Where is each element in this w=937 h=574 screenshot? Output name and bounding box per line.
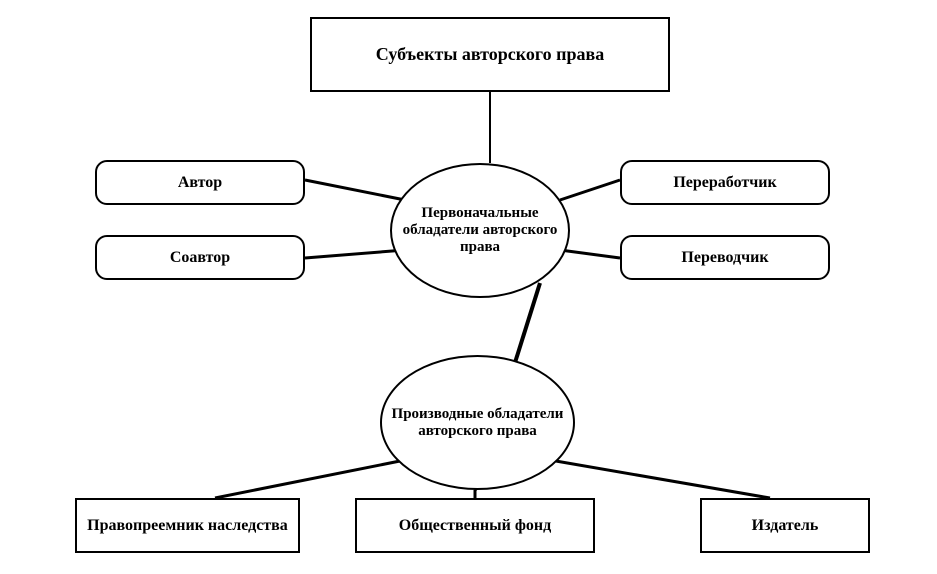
node-fund-label: Общественный фонд — [399, 517, 551, 535]
node-author-label: Автор — [178, 174, 222, 192]
node-fund: Общественный фонд — [355, 498, 595, 553]
node-author: Автор — [95, 160, 305, 205]
edge-circle1-translator — [560, 250, 620, 258]
node-processor-label: Переработчик — [673, 174, 776, 192]
node-processor: Переработчик — [620, 160, 830, 205]
node-top-label: Субъекты авторского права — [376, 44, 604, 65]
node-publisher-label: Издатель — [752, 517, 819, 535]
node-circle1: Первоначальные обладатели авторского пра… — [390, 163, 570, 298]
node-circle1-label: Первоначальные обладатели авторского пра… — [400, 205, 560, 256]
node-publisher: Издатель — [700, 498, 870, 553]
edge-circle1-author — [305, 180, 405, 200]
node-translator: Переводчик — [620, 235, 830, 280]
node-coauthor: Соавтор — [95, 235, 305, 280]
edge-circle1-processor — [560, 180, 620, 200]
edge-circle2-heir — [215, 460, 405, 498]
node-heir-label: Правопреемник наследства — [87, 517, 288, 535]
node-translator-label: Переводчик — [681, 249, 768, 267]
node-heir: Правопреемник наследства — [75, 498, 300, 553]
edge-circle2-publisher — [550, 460, 770, 498]
node-coauthor-label: Соавтор — [170, 249, 230, 267]
node-top: Субъекты авторского права — [310, 17, 670, 92]
edge-circle1-coauthor — [305, 250, 405, 258]
node-circle2-label: Производные обладатели авторского права — [390, 406, 565, 440]
node-circle2: Производные обладатели авторского права — [380, 355, 575, 490]
